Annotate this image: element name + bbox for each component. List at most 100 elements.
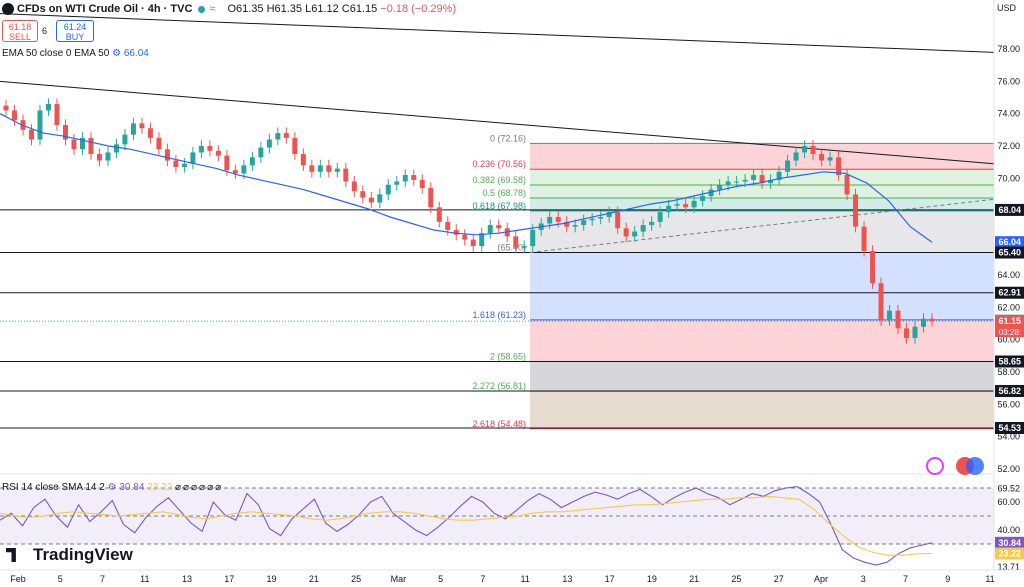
fib-zone xyxy=(530,361,994,392)
price-axis: 52.0054.0056.0058.0060.0062.0064.0066.00… xyxy=(993,0,1024,572)
price-label-label: 66.04 xyxy=(998,237,1021,247)
candle-body xyxy=(215,150,221,156)
countdown-box xyxy=(995,326,1024,338)
fib-zone xyxy=(530,252,994,320)
candle-body xyxy=(436,207,442,222)
candle-body xyxy=(776,171,782,180)
candle-body xyxy=(802,145,808,153)
fib-zone xyxy=(530,143,994,170)
lightning-icon[interactable] xyxy=(926,457,944,475)
candle-body xyxy=(190,152,196,164)
fib-level-label: 0 (72.16) xyxy=(490,133,526,143)
candle-body xyxy=(11,110,17,121)
fib-level-label: 0.5 (68.78) xyxy=(482,188,526,198)
candle-body xyxy=(275,133,281,140)
candle-body xyxy=(198,145,204,153)
symbol-logo-icon xyxy=(2,3,14,15)
rsi-sma-line xyxy=(0,495,933,556)
flag-icon-2[interactable] xyxy=(966,457,984,475)
fibonacci-extension: 0 (72.16) 0.236 (70.56) 0.382 (69.58) 0.5 (… xyxy=(472,133,994,430)
price-tick-label: 70.00 xyxy=(997,173,1020,183)
time-tick-label: 9 xyxy=(945,574,950,584)
candle-body xyxy=(62,125,68,140)
candle-body xyxy=(351,181,357,192)
sell-price: 61.18 xyxy=(8,22,32,32)
rsi-settings-icon[interactable]: ⚙ xyxy=(107,482,117,493)
time-tick-label: 13 xyxy=(562,574,572,584)
time-tick-label: 19 xyxy=(647,574,657,584)
candle-body xyxy=(360,191,366,198)
candle-body xyxy=(921,318,927,327)
fib-level-label: 2.618 (54.48) xyxy=(472,419,526,429)
price-label-box xyxy=(995,315,1024,328)
candle-body xyxy=(292,137,298,155)
candlesticks xyxy=(3,98,935,344)
buy-button[interactable]: 61.24 BUY xyxy=(56,20,94,42)
candle-body xyxy=(309,165,315,172)
candle-body xyxy=(173,160,179,167)
ema-legend-value: 66.04 xyxy=(123,48,149,59)
time-tick-label: 7 xyxy=(903,574,908,584)
candle-body xyxy=(156,137,162,150)
tradingview-logo[interactable]: TradingView xyxy=(6,545,133,565)
price-tick-label: 52.00 xyxy=(997,464,1020,474)
rsi-tick-label: 60.00 xyxy=(997,497,1020,507)
brand-name: TradingView xyxy=(33,545,133,564)
trendlines xyxy=(0,13,995,322)
price-label-label: 61.15 xyxy=(998,316,1021,326)
sell-button[interactable]: 61.18 SELL xyxy=(2,20,38,42)
candle-body xyxy=(793,152,799,161)
ema-settings-icon[interactable]: ⚙ xyxy=(112,48,122,59)
candle-body xyxy=(759,175,765,184)
candle-body xyxy=(700,196,706,201)
price-change: −0.18 (−0.29%) xyxy=(380,3,457,15)
price-tick-label: 62.00 xyxy=(997,302,1020,312)
candle-body xyxy=(810,145,816,155)
candle-body xyxy=(122,134,128,145)
candle-body xyxy=(513,236,519,248)
rsi-label-label: 23.22 xyxy=(998,548,1021,558)
ema-legend[interactable]: EMA 50 close 0 EMA 50 ⚙ 66.04 xyxy=(2,48,149,59)
time-tick-label: 11 xyxy=(140,574,149,584)
candle-body xyxy=(37,110,43,140)
price-label-box xyxy=(995,355,1024,368)
price-label-label: 58.65 xyxy=(998,356,1021,366)
price-label-box xyxy=(995,422,1024,434)
time-tick-label: 25 xyxy=(351,574,361,584)
price-label-label: 62.91 xyxy=(998,288,1021,298)
candle-body xyxy=(147,128,153,138)
candle-body xyxy=(249,157,255,166)
candle-body xyxy=(717,184,723,190)
candle-body xyxy=(45,104,51,111)
fib-zone xyxy=(530,197,994,211)
candle-body xyxy=(861,226,867,251)
candle-body xyxy=(402,175,408,182)
candle-body xyxy=(589,218,595,221)
symbol-title[interactable]: CFDs on WTI Crude Oil · 4h · TVC xyxy=(17,3,193,15)
candle-body xyxy=(606,212,612,218)
candle-body xyxy=(419,179,425,188)
candle-body xyxy=(479,233,485,247)
candle-body xyxy=(734,181,740,183)
candle-body xyxy=(445,221,451,230)
candle-body xyxy=(742,179,748,182)
candle-body xyxy=(674,204,680,206)
price-label-label: 68.04 xyxy=(998,205,1021,215)
buy-price: 61.24 xyxy=(63,22,87,32)
time-tick-label: 11 xyxy=(985,574,994,584)
candle-body xyxy=(827,157,833,161)
rsi-tick-label: 40.00 xyxy=(997,525,1020,535)
candle-body xyxy=(768,179,774,184)
rsi-tick-label: 69.52 xyxy=(997,484,1020,494)
ema-50-polyline xyxy=(0,113,933,243)
time-tick-label: 21 xyxy=(309,574,319,584)
time-tick-label: 21 xyxy=(689,574,699,584)
fib-level-label: 0.382 (69.58) xyxy=(472,175,526,185)
rsi-legend[interactable]: RSI 14 close SMA 14 2 ⚙ 30.84 23.22 ⌀⌀⌀⌀… xyxy=(2,482,223,493)
rsi-label-box xyxy=(995,547,1024,560)
candle-body xyxy=(691,200,697,208)
candle-body xyxy=(487,225,493,234)
candle-body xyxy=(555,217,561,222)
candle-body xyxy=(887,310,893,321)
